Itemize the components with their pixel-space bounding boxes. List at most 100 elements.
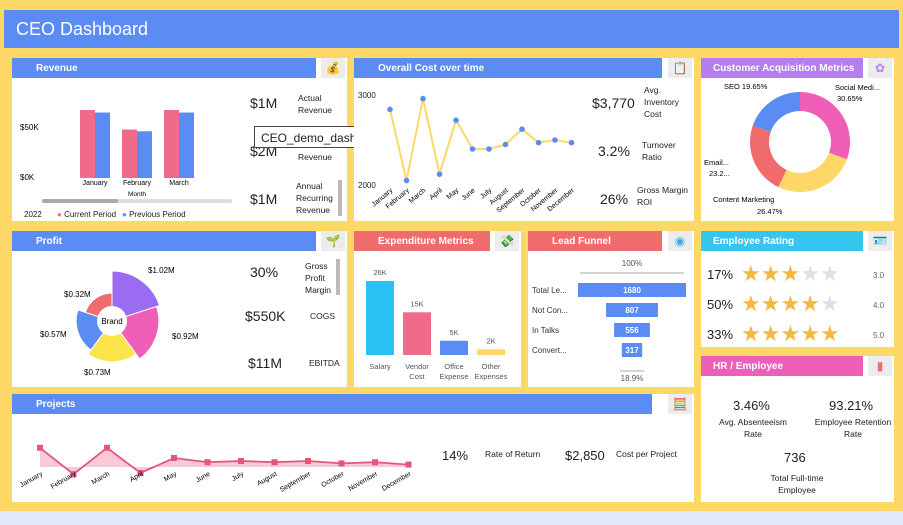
cost-point <box>552 137 558 143</box>
acquisition-pct: 23.2... <box>709 169 730 178</box>
revenue-kpi-3-value: $1M <box>250 191 278 207</box>
clipboard-icon[interactable]: 📋 <box>668 58 692 78</box>
profit-scrollbar[interactable] <box>336 259 340 295</box>
rating-card-icon[interactable]: 🪪 <box>868 231 892 251</box>
projects-kpi-2-label: Cost per Project <box>616 449 677 459</box>
profit-label: $0.73M <box>84 368 111 377</box>
funnel-panel: Lead Funnel ◉ 100% 1680 Total Le... 807 Not … <box>528 231 694 387</box>
acquisition-donut: Social Medi... Content Marketing Email... S… <box>704 82 880 216</box>
coins-icon[interactable]: 💰 <box>321 58 345 78</box>
projects-header: Projects <box>12 394 652 414</box>
cost-point <box>486 146 492 152</box>
revenue-x-axis-title: Month <box>128 191 146 198</box>
profit-center <box>97 306 127 336</box>
legend-previous: ● Previous Period <box>122 210 186 219</box>
profit-label: $0.57M <box>40 330 67 339</box>
hr-absenteeism-label: Avg. Absenteeism Rate <box>719 417 787 439</box>
cost-point <box>568 139 575 146</box>
star-empty-icon: ★ <box>800 261 820 286</box>
hr-absenteeism-value: 3.46% <box>733 398 770 413</box>
star-filled-icon: ★ <box>800 321 820 346</box>
star-filled-icon: ★ <box>760 321 781 346</box>
star-filled-icon: ★ <box>760 291 781 316</box>
star-filled-icon: ★ <box>741 261 761 286</box>
profit-title: Profit <box>36 236 63 247</box>
cost-kpi-1-value: $3,770 <box>592 95 635 111</box>
cost-panel: Overall Cost over time 📋 3000 2000 Janua… <box>354 58 694 221</box>
money-plant-icon[interactable]: 🌱 <box>321 231 345 251</box>
projects-point <box>405 461 412 468</box>
projects-x-label: October <box>320 470 346 489</box>
acquisition-panel: Customer Acquisition Metrics ✿ Social Me… <box>701 58 894 221</box>
projects-title: Projects <box>36 399 76 410</box>
profit-label: $1.02M <box>148 266 175 275</box>
revenue-kpi-3-label: Annual Recurring Revenue <box>296 181 333 215</box>
projects-point <box>238 458 244 464</box>
revenue-y-tick: $0K <box>20 173 35 182</box>
projects-point <box>137 470 144 476</box>
expenditure-x-label: Cost <box>409 372 425 381</box>
projects-area <box>40 447 409 475</box>
profit-kpi-3-value: $11M <box>248 355 282 371</box>
revenue-title: Revenue <box>36 63 78 74</box>
projects-point <box>171 455 177 461</box>
star-empty-icon: ★ <box>819 261 840 286</box>
projects-kpi-2-value: $2,850 <box>565 448 605 463</box>
cost-x-label: June <box>461 187 477 202</box>
expenditure-x-label: Expenses <box>475 372 508 381</box>
star-filled-icon: ★ <box>800 291 820 316</box>
projects-point <box>271 459 278 466</box>
battery-icon[interactable]: ▮ <box>868 356 892 376</box>
expenditure-x-label: Other <box>482 362 501 371</box>
revenue-bar-current <box>122 129 137 178</box>
rating-pct: 17% <box>707 267 734 282</box>
cost-line <box>389 98 572 181</box>
funnel-bar <box>606 303 658 317</box>
expenditure-bar <box>403 312 431 355</box>
revenue-year: 2022 <box>24 210 42 219</box>
rating-stars: ★★★★★ <box>741 323 840 346</box>
acquisition-slice <box>750 125 787 188</box>
expenditure-x-label: Office <box>444 362 463 371</box>
projects-x-label: May <box>163 470 178 483</box>
star-filled-icon: ★ <box>741 291 761 316</box>
funnel-bar <box>578 283 686 297</box>
cost-title: Overall Cost over time <box>378 63 485 74</box>
funnel-chart: 100% 1680 Total Le... 807 Not Con... 556 In Ta… <box>532 259 686 383</box>
cost-point <box>469 146 476 152</box>
profit-header: Profit <box>12 231 316 251</box>
cost-point <box>420 95 426 102</box>
profit-kpi-2-label: COGS <box>310 311 336 321</box>
calculator-icon[interactable]: 🧮 <box>668 394 692 414</box>
acquisition-label: Content Marketing <box>713 195 774 204</box>
projects-chart: January February March April May June July Augu… <box>19 444 413 494</box>
acquisition-slice <box>778 152 847 192</box>
projects-x-label: November <box>348 470 380 493</box>
revenue-range-slider <box>42 199 118 203</box>
revenue-bar-previous <box>95 112 110 178</box>
funnel-stage-label: Convert... <box>532 346 567 355</box>
expenditure-title: Expenditure Metrics <box>378 236 474 247</box>
cost-x-label: May <box>446 187 461 201</box>
rating-stars: ★★★★★ <box>741 293 840 316</box>
projects-point <box>204 459 211 466</box>
cost-kpi-2-label: Turnover Ratio <box>642 140 676 162</box>
star-filled-icon: ★ <box>741 321 761 346</box>
network-icon[interactable]: ✿ <box>868 58 892 78</box>
profit-panel: Profit 🌱 Brand $1.02M $0.92M $0.73M $0.57M $0… <box>12 231 347 387</box>
cost-point <box>387 106 393 113</box>
funnel-stage-label: Total Le... <box>532 286 567 295</box>
cost-kpi-3-value: 26% <box>600 191 629 207</box>
projects-point <box>104 444 110 451</box>
expenditure-panel: Expenditure Metrics 💸 26K Salary 15K Vendor… <box>354 231 521 387</box>
star-empty-icon: ★ <box>819 291 840 316</box>
money-bag-icon[interactable]: 💸 <box>495 231 519 251</box>
funnel-icon[interactable]: ◉ <box>668 231 692 251</box>
cost-point <box>453 117 459 123</box>
revenue-scrollbar[interactable] <box>338 180 342 216</box>
star-filled-icon: ★ <box>819 321 840 346</box>
cost-point <box>535 139 542 146</box>
profit-kpi-1-label: Gross Profit Margin <box>305 261 331 295</box>
revenue-bar-previous <box>179 112 194 178</box>
